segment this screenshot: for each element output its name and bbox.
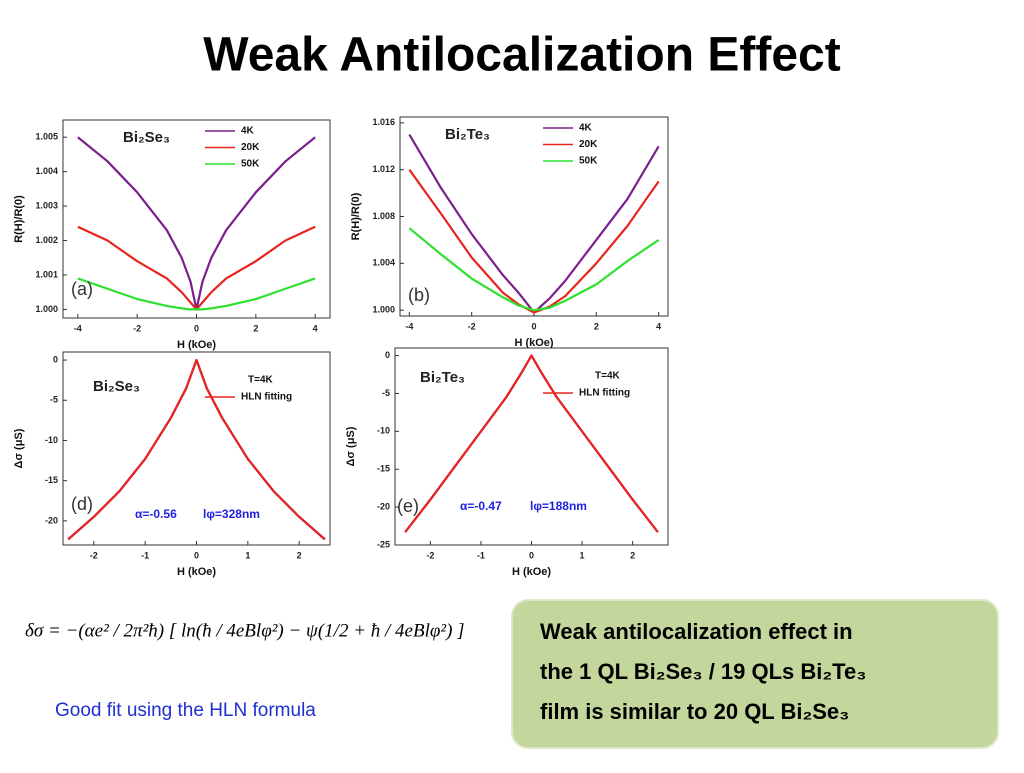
y-tick-label: 1.002 (35, 235, 58, 245)
y-tick-label: 1.003 (35, 200, 58, 210)
x-axis-label: H (kOe) (177, 566, 216, 578)
data-line (77, 225, 316, 311)
material-label: Bi₂Se₃ (123, 129, 170, 146)
annotation: (b) (408, 285, 430, 305)
y-tick-label: -10 (377, 426, 390, 436)
y-tick-label: 1.004 (35, 166, 58, 176)
x-tick-label: 1 (580, 550, 585, 560)
y-tick-label: 0 (53, 354, 58, 364)
x-tick-label: 2 (297, 550, 302, 560)
x-axis-label: H (kOe) (512, 566, 551, 578)
data-line (67, 358, 326, 541)
y-tick-label: 1.005 (35, 132, 58, 142)
data-line (77, 277, 316, 311)
y-tick-label: -25 (377, 539, 390, 549)
note-box (511, 599, 999, 749)
legend-label: 4K (579, 123, 593, 134)
x-tick-label: 0 (531, 321, 536, 331)
annotation: lφ=328nm (203, 507, 260, 521)
data-line (77, 136, 316, 311)
y-tick-label: -10 (45, 435, 58, 445)
y-tick-label: -15 (45, 475, 58, 485)
y-tick-label: 1.008 (372, 211, 395, 221)
annotation: (d) (71, 494, 93, 514)
y-tick-label: 1.000 (35, 304, 58, 314)
y-axis-label: R(H)/R(0) (13, 195, 25, 243)
note-line: film is similar to 20 QL Bi₂Se₃ (540, 699, 849, 724)
y-tick-label: 1.004 (372, 258, 395, 268)
y-tick-label: -20 (45, 515, 58, 525)
note-line: the 1 QL Bi₂Se₃ / 19 QLs Bi₂Te₃ (540, 659, 866, 684)
y-tick-label: 0 (385, 350, 390, 360)
x-tick-label: 4 (656, 321, 661, 331)
y-tick-label: 1.012 (372, 164, 395, 174)
y-tick-label: -20 (377, 501, 390, 511)
y-tick-label: 1.016 (372, 117, 395, 127)
legend-label: 50K (579, 156, 598, 167)
y-tick-label: -5 (50, 395, 58, 405)
x-tick-label: -2 (426, 550, 434, 560)
annotation: T=4K (595, 371, 621, 382)
x-tick-label: 1 (245, 550, 250, 560)
x-tick-label: -4 (405, 321, 413, 331)
note-line: Weak antilocalization effect in (540, 619, 853, 644)
x-tick-label: 0 (529, 550, 534, 560)
x-tick-label: 0 (194, 323, 199, 333)
x-tick-label: 2 (630, 550, 635, 560)
annotation: α=-0.47 (460, 499, 502, 513)
x-tick-label: 2 (594, 321, 599, 331)
y-tick-label: -5 (382, 388, 390, 398)
x-tick-label: 2 (253, 323, 258, 333)
y-axis-label: R(H)/R(0) (350, 192, 362, 240)
x-tick-label: -2 (133, 323, 141, 333)
slide-title: Weak Antilocalization Effect (203, 29, 840, 82)
x-tick-label: -2 (468, 321, 476, 331)
data-line (404, 354, 659, 533)
x-tick-label: -2 (90, 550, 98, 560)
x-tick-label: -4 (74, 323, 82, 333)
legend-label: 20K (579, 139, 598, 150)
annotation: α=-0.56 (135, 507, 177, 521)
legend-label: 20K (241, 142, 260, 153)
plot-frame (399, 116, 669, 317)
x-tick-label: 0 (194, 550, 199, 560)
y-axis-label: Δσ (μS) (13, 428, 25, 468)
x-tick-label: 4 (313, 323, 318, 333)
material-label: Bi₂Te₃ (445, 126, 490, 143)
caption: Good fit using the HLN formula (55, 700, 316, 721)
formula: δσ = −(αe² / 2π²ħ) [ ln(ħ / 4eBlφ²) − ψ(… (25, 620, 465, 641)
x-axis-label: H (kOe) (514, 337, 553, 349)
legend-label: HLN fitting (579, 388, 630, 399)
data-line (408, 169, 660, 314)
annotation: T=4K (248, 375, 274, 386)
annotation: (e) (397, 496, 419, 516)
material-label: Bi₂Te₃ (420, 369, 465, 386)
x-tick-label: -1 (477, 550, 485, 560)
material-label: Bi₂Se₃ (93, 378, 140, 395)
y-tick-label: -15 (377, 464, 390, 474)
y-tick-label: 1.001 (35, 269, 58, 279)
x-tick-label: -1 (141, 550, 149, 560)
y-tick-label: 1.000 (372, 305, 395, 315)
x-axis-label: H (kOe) (177, 339, 216, 351)
data-line (408, 227, 660, 312)
annotation: (a) (71, 279, 93, 299)
legend-label: 4K (241, 126, 255, 137)
legend-label: 50K (241, 159, 260, 170)
annotation: lφ=188nm (530, 499, 587, 513)
legend-label: HLN fitting (241, 392, 292, 403)
y-axis-label: Δσ (μS) (345, 426, 357, 466)
